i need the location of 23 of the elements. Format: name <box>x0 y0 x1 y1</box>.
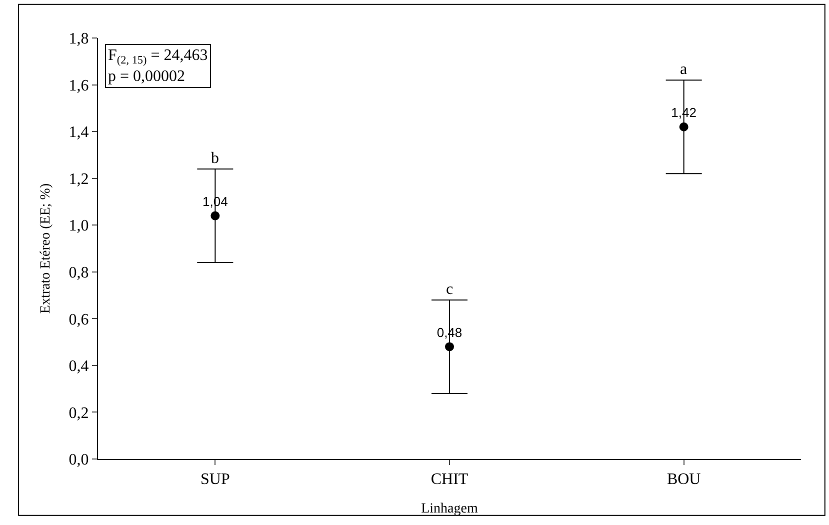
y-tick-label: 0,8 <box>68 264 89 282</box>
y-axis-title: Extrato Etéreo (EE; %) <box>38 183 54 314</box>
x-tick-label: CHIT <box>430 471 468 488</box>
point <box>210 211 220 220</box>
x-axis-title: Linhagem <box>421 502 478 516</box>
annotation: F$_{(2, 15)}$ = 24,463 <box>108 47 208 66</box>
x-tick-label: SUP <box>200 471 230 488</box>
y-tick-label: 0,6 <box>68 311 89 328</box>
y-tick-label: 0,2 <box>68 404 89 422</box>
y-tick-label: 1,8 <box>68 30 89 48</box>
y-tick-label: 1,4 <box>68 124 89 142</box>
point <box>445 342 454 352</box>
y-tick-label: 1,6 <box>68 77 89 94</box>
annotation: c <box>446 281 454 298</box>
annotation: a <box>680 61 688 78</box>
y-tick-label: 0,4 <box>68 358 89 376</box>
annotation: p = 0,00002 <box>108 68 186 85</box>
x-tick-label: BOU <box>666 471 702 488</box>
y-tick-label: 0,0 <box>68 452 89 469</box>
annotation: b <box>211 150 219 167</box>
y-tick-label: 1,2 <box>68 170 89 188</box>
point <box>679 122 688 132</box>
y-tick-label: 1,0 <box>68 218 89 235</box>
